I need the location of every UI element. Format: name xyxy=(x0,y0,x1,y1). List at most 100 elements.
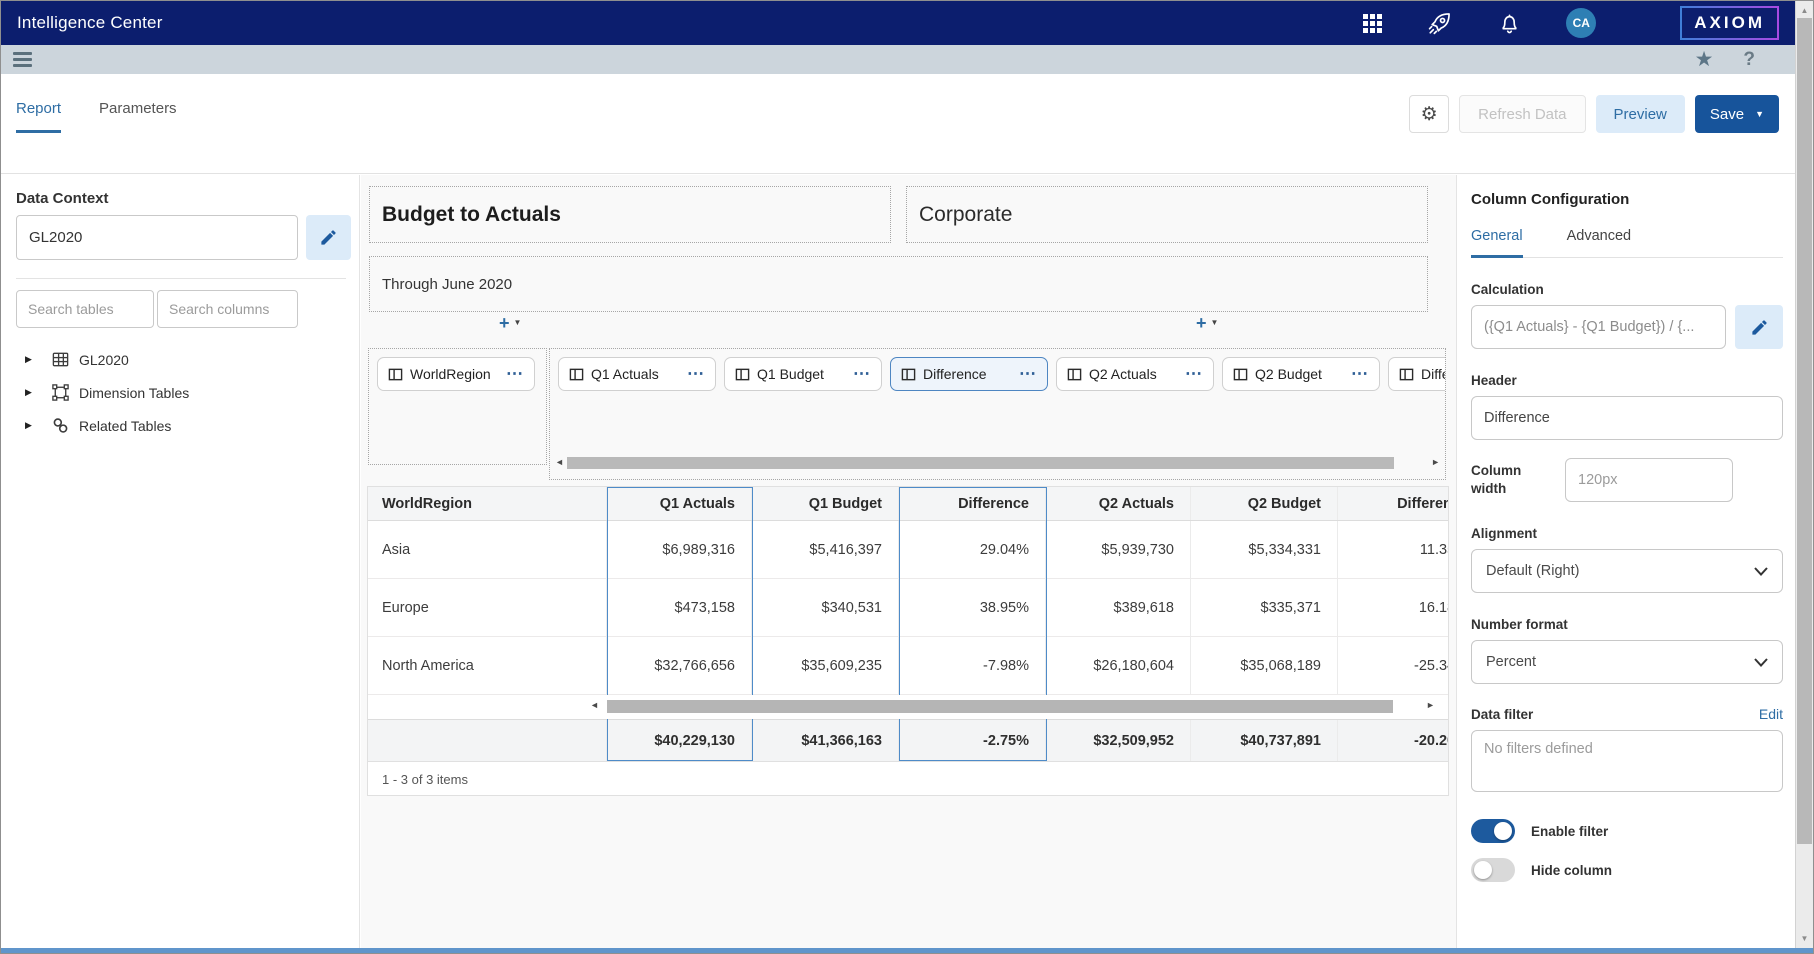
column-header[interactable]: Q2 Actuals xyxy=(1046,487,1191,520)
edit-data-context-button[interactable] xyxy=(306,215,351,260)
report-title-box[interactable]: Budget to Actuals xyxy=(369,186,891,243)
chip-menu-icon[interactable]: ⋯ xyxy=(1185,363,1203,383)
scroll-right-icon[interactable]: ► xyxy=(1431,457,1440,467)
tab-general[interactable]: General xyxy=(1471,228,1523,258)
enable-filter-toggle[interactable] xyxy=(1471,819,1515,843)
data-filter-field[interactable] xyxy=(1471,730,1783,792)
refresh-data-button[interactable]: Refresh Data xyxy=(1459,95,1586,133)
help-icon[interactable]: ? xyxy=(1743,48,1755,70)
hamburger-menu-icon[interactable] xyxy=(13,52,32,67)
search-columns-input[interactable] xyxy=(157,290,298,328)
scrollbar-thumb[interactable] xyxy=(1797,18,1812,844)
app-title: Intelligence Center xyxy=(17,13,163,32)
column-header[interactable]: Difference xyxy=(1338,487,1448,520)
row-chip-worldregion[interactable]: WorldRegion ⋯ xyxy=(377,357,535,391)
totals-label-cell xyxy=(368,720,607,761)
scroll-up-icon[interactable]: ▲ xyxy=(1800,6,1809,15)
calculation-field[interactable]: ({Q1 Actuals} - {Q1 Budget}) / {... xyxy=(1471,305,1726,349)
alignment-select[interactable]: Default (Right) xyxy=(1471,549,1783,593)
settings-gear-button[interactable]: ⚙ xyxy=(1409,95,1450,133)
column-chips-zone[interactable]: Q1 Actuals ⋯ Q1 Budget ⋯ Difference ⋯ xyxy=(549,348,1446,480)
column-header[interactable]: WorldRegion xyxy=(368,487,607,520)
rocket-icon[interactable] xyxy=(1426,10,1453,37)
chip-menu-icon[interactable]: ⋯ xyxy=(687,363,705,383)
report-subtitle: Through June 2020 xyxy=(382,275,513,293)
tab-advanced[interactable]: Advanced xyxy=(1566,228,1632,244)
column-chip-q1-budget[interactable]: Q1 Budget ⋯ xyxy=(724,357,882,391)
tab-parameters[interactable]: Parameters xyxy=(99,100,177,117)
header-field[interactable] xyxy=(1471,396,1783,440)
column-header[interactable]: Q2 Budget xyxy=(1191,487,1338,520)
notifications-bell-icon[interactable] xyxy=(1497,11,1522,36)
add-row-dimension-button[interactable]: + ▼ xyxy=(499,314,521,332)
table-row[interactable]: Europe $473,158 $340,531 38.95% $389,618… xyxy=(368,579,1448,637)
column-header[interactable]: Difference xyxy=(899,487,1046,520)
table-row[interactable]: North America $32,766,656 $35,609,235 -7… xyxy=(368,637,1448,695)
scrollbar-thumb[interactable] xyxy=(607,700,1393,713)
subtitle-box[interactable]: Through June 2020 xyxy=(369,256,1428,312)
tree-item-related-tables[interactable]: ▶ Related Tables xyxy=(1,409,359,442)
scroll-down-icon[interactable]: ▼ xyxy=(1800,934,1809,943)
column-icon xyxy=(1399,367,1414,382)
row-dimensions-zone[interactable]: WorldRegion ⋯ xyxy=(368,348,547,465)
data-context-input[interactable] xyxy=(16,215,298,260)
column-icon xyxy=(1233,367,1248,382)
chip-menu-icon[interactable]: ⋯ xyxy=(506,363,524,383)
expand-caret-icon[interactable]: ▶ xyxy=(25,420,32,430)
column-icon xyxy=(735,367,750,382)
table-horizontal-scrollbar[interactable]: ◄ ► xyxy=(368,695,1448,719)
expand-caret-icon[interactable]: ▶ xyxy=(25,354,32,364)
region-cell: North America xyxy=(368,637,607,694)
hide-column-toggle[interactable] xyxy=(1471,858,1515,882)
chip-label: Q1 Actuals xyxy=(591,366,659,382)
column-icon xyxy=(569,367,584,382)
data-context-row xyxy=(16,215,351,260)
scroll-left-icon[interactable]: ◄ xyxy=(555,457,564,467)
column-chip-q2-budget[interactable]: Q2 Budget ⋯ xyxy=(1222,357,1380,391)
column-chip-q1-actuals[interactable]: Q1 Actuals ⋯ xyxy=(558,357,716,391)
scroll-left-icon[interactable]: ◄ xyxy=(590,700,599,710)
preview-button[interactable]: Preview xyxy=(1595,95,1685,133)
favorite-star-icon[interactable]: ★ xyxy=(1694,48,1714,71)
toolbar-right-icons: ★ ? xyxy=(1695,49,1755,71)
expand-caret-icon[interactable]: ▶ xyxy=(25,387,32,397)
scroll-right-icon[interactable]: ► xyxy=(1426,700,1435,710)
table-row[interactable]: Asia $6,989,316 $5,416,397 29.04% $5,939… xyxy=(368,521,1448,579)
apps-grid-icon[interactable] xyxy=(1363,13,1383,33)
tree-item-dimension-tables[interactable]: ▶ Dimension Tables xyxy=(1,376,359,409)
data-filter-edit-link[interactable]: Edit xyxy=(1758,706,1783,722)
column-width-field[interactable] xyxy=(1565,458,1733,502)
gear-icon: ⚙ xyxy=(1420,103,1438,125)
chip-menu-icon[interactable]: ⋯ xyxy=(1019,363,1037,383)
save-caret-icon[interactable]: ▼ xyxy=(1755,108,1764,119)
user-avatar[interactable]: CA xyxy=(1566,8,1597,38)
scrollbar-thumb[interactable] xyxy=(567,457,1394,469)
number-format-select[interactable]: Percent xyxy=(1471,640,1783,684)
number-format-value: Percent xyxy=(1486,654,1536,670)
column-chips-row: Q1 Actuals ⋯ Q1 Budget ⋯ Difference ⋯ xyxy=(550,349,1445,399)
column-chip-difference-2[interactable]: Difference ⋯ xyxy=(1388,357,1445,391)
chips-horizontal-scrollbar[interactable]: ◄ ► xyxy=(550,455,1445,471)
search-tables-input[interactable] xyxy=(16,290,154,328)
add-column-button[interactable]: + ▼ xyxy=(1196,314,1218,332)
dimension-tables-icon xyxy=(51,383,71,403)
value-cell: 11.35% xyxy=(1338,521,1448,578)
save-button[interactable]: Save ▼ xyxy=(1694,95,1779,133)
column-chip-q2-actuals[interactable]: Q2 Actuals ⋯ xyxy=(1056,357,1214,391)
entity-title-box[interactable]: Corporate xyxy=(906,186,1428,243)
chip-menu-icon[interactable]: ⋯ xyxy=(853,363,871,383)
column-header[interactable]: Q1 Budget xyxy=(752,487,899,520)
number-format-label: Number format xyxy=(1471,617,1568,632)
tree-item-gl2020[interactable]: ▶ GL2020 xyxy=(1,343,359,376)
report-title: Budget to Actuals xyxy=(382,202,561,226)
report-canvas: Budget to Actuals Corporate Through June… xyxy=(361,175,1456,949)
edit-calculation-button[interactable] xyxy=(1735,305,1783,349)
vertical-scrollbar[interactable]: ▲ ▼ xyxy=(1795,1,1813,949)
column-chip-difference-selected[interactable]: Difference ⋯ xyxy=(890,357,1048,391)
chip-menu-icon[interactable]: ⋯ xyxy=(1351,363,1369,383)
data-context-sidebar: Data Context ▶ GL2020 xyxy=(1,175,360,949)
tab-report[interactable]: Report xyxy=(16,100,62,133)
column-header[interactable]: Q1 Actuals xyxy=(607,487,752,520)
chip-label: Q2 Budget xyxy=(1255,366,1322,382)
chip-label: Difference xyxy=(1421,366,1445,382)
